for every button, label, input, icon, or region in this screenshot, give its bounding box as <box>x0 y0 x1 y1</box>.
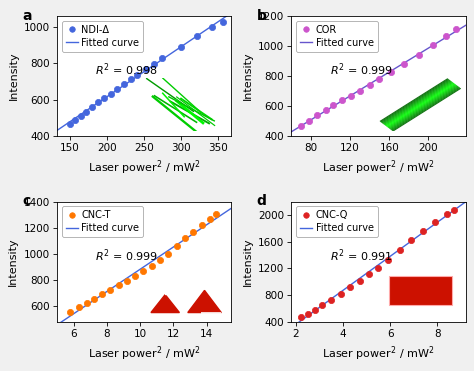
Text: d: d <box>256 194 266 209</box>
Legend: CNC-T, Fitted curve: CNC-T, Fitted curve <box>62 207 143 237</box>
X-axis label: Laser power$^2$ / mW$^2$: Laser power$^2$ / mW$^2$ <box>88 158 201 177</box>
X-axis label: Laser power$^2$ / mW$^2$: Laser power$^2$ / mW$^2$ <box>322 344 435 363</box>
Y-axis label: Intensity: Intensity <box>243 52 253 101</box>
Text: c: c <box>22 194 30 209</box>
Legend: COR, Fitted curve: COR, Fitted curve <box>296 21 377 52</box>
Y-axis label: Intensity: Intensity <box>243 237 253 286</box>
X-axis label: Laser power$^2$ / mW$^2$: Laser power$^2$ / mW$^2$ <box>322 158 435 177</box>
Legend: CNC-Q, Fitted curve: CNC-Q, Fitted curve <box>296 207 377 237</box>
Y-axis label: Intensity: Intensity <box>9 237 18 286</box>
Text: $R^2$ = 0.991: $R^2$ = 0.991 <box>329 247 392 264</box>
Text: $R^2$ = 0.998: $R^2$ = 0.998 <box>95 62 159 78</box>
Y-axis label: Intensity: Intensity <box>9 52 18 101</box>
Text: a: a <box>22 9 32 23</box>
Text: $R^2$ = 0.999: $R^2$ = 0.999 <box>95 247 159 264</box>
Text: b: b <box>256 9 266 23</box>
X-axis label: Laser power$^2$ / mW$^2$: Laser power$^2$ / mW$^2$ <box>88 344 201 363</box>
Text: $R^2$ = 0.999: $R^2$ = 0.999 <box>329 62 393 78</box>
Legend: NDI-Δ, Fitted curve: NDI-Δ, Fitted curve <box>62 21 143 52</box>
